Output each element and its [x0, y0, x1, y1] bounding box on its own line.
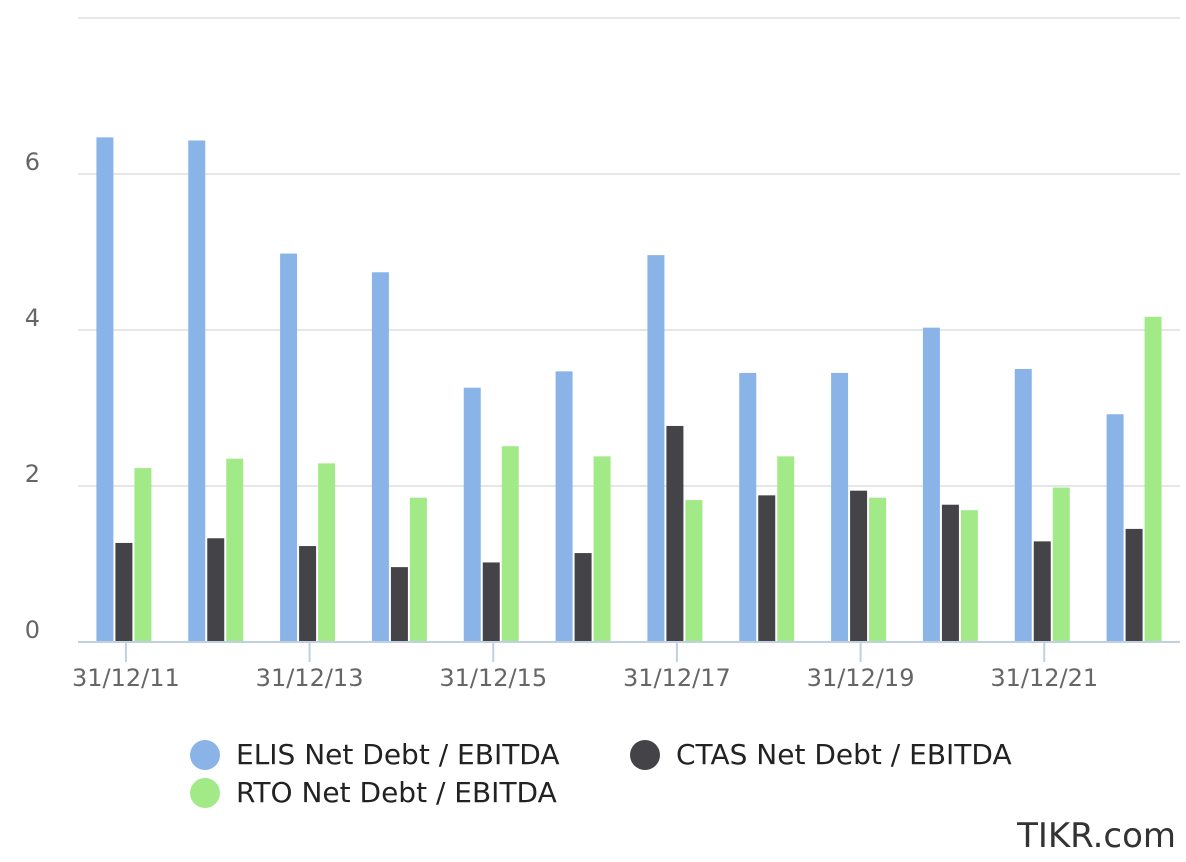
bar-ctas[interactable] [482, 562, 500, 642]
bar-ctas[interactable] [115, 542, 133, 642]
y-tick-label: 2 [25, 460, 40, 488]
legend-label-rto: RTO Net Debt / EBITDA [236, 776, 557, 809]
legend-item-elis[interactable]: ELIS Net Debt / EBITDA [190, 738, 560, 771]
legend-marker-ctas [630, 739, 660, 770]
bar-ctas[interactable] [299, 546, 317, 642]
bar-rto[interactable] [409, 497, 427, 642]
bar-ctas[interactable] [1125, 528, 1143, 642]
bar-ctas[interactable] [574, 553, 592, 642]
y-tick-label: 6 [25, 148, 40, 176]
bar-ctas[interactable] [207, 538, 225, 642]
bar-rto[interactable] [1144, 316, 1162, 642]
bar-elis[interactable] [739, 372, 757, 642]
legend-item-ctas[interactable]: CTAS Net Debt / EBITDA [630, 738, 1012, 771]
bar-rto[interactable] [869, 497, 887, 642]
legend-marker-rto [190, 777, 220, 808]
bar-elis[interactable] [188, 140, 206, 642]
bar-rto[interactable] [134, 468, 152, 642]
bar-elis[interactable] [463, 387, 481, 642]
legend-label-elis: ELIS Net Debt / EBITDA [236, 738, 560, 771]
bar-rto[interactable] [777, 456, 795, 642]
legend-item-rto[interactable]: RTO Net Debt / EBITDA [190, 776, 557, 809]
x-tick-label: 31/12/15 [439, 664, 547, 692]
x-tick-label: 31/12/19 [807, 664, 915, 692]
bar-elis[interactable] [555, 371, 573, 642]
bar-ctas[interactable] [758, 495, 776, 642]
bar-rto[interactable] [318, 463, 336, 642]
bar-ctas[interactable] [850, 490, 868, 642]
bar-rto[interactable] [501, 446, 519, 642]
bar-elis[interactable] [1106, 414, 1124, 642]
bar-ctas[interactable] [1033, 541, 1051, 642]
bar-elis[interactable] [922, 327, 940, 642]
x-tick-label: 31/12/21 [990, 664, 1098, 692]
bar-elis[interactable] [96, 137, 114, 642]
bar-elis[interactable] [371, 272, 389, 642]
legend: ELIS Net Debt / EBITDA CTAS Net Debt / E… [190, 738, 1090, 818]
bar-elis[interactable] [280, 253, 298, 642]
bar-elis[interactable] [647, 255, 665, 642]
x-tick-label: 31/12/13 [256, 664, 364, 692]
y-tick-label: 0 [25, 616, 40, 644]
bar-rto[interactable] [685, 500, 703, 642]
bar-rto[interactable] [1052, 487, 1070, 642]
bar-ctas[interactable] [941, 504, 959, 642]
y-tick-label: 4 [25, 304, 40, 332]
bar-rto[interactable] [960, 510, 978, 642]
watermark-text: TIKR.com [1017, 816, 1176, 856]
bar-rto[interactable] [593, 456, 611, 642]
legend-marker-elis [190, 739, 220, 770]
bar-ctas[interactable] [666, 425, 684, 642]
x-tick-label: 31/12/11 [72, 664, 180, 692]
bar-rto[interactable] [226, 458, 244, 642]
bar-elis[interactable] [831, 372, 849, 642]
bar-ctas[interactable] [390, 567, 408, 642]
x-tick-label: 31/12/17 [623, 664, 731, 692]
bar-elis[interactable] [1014, 369, 1032, 642]
legend-label-ctas: CTAS Net Debt / EBITDA [676, 738, 1012, 771]
